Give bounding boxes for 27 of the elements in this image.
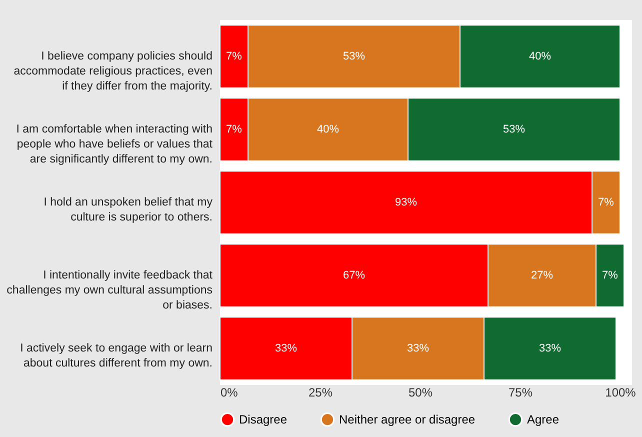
data-label: 7%: [602, 270, 618, 282]
data-label: 53%: [342, 50, 366, 62]
data-label: 7%: [226, 124, 242, 136]
data-label: 33%: [406, 342, 430, 354]
data-label: 7%: [598, 196, 614, 208]
x-tick-label: 75%: [508, 386, 533, 400]
data-label: 53%: [502, 124, 526, 136]
data-label: 93%: [394, 196, 418, 208]
y-tick-label: I am comfortable when interacting with people who have beliefs or values that are significantly different to my own.: [16, 124, 214, 166]
data-label: 33%: [538, 342, 562, 354]
data-label: 7%: [226, 50, 242, 62]
data-label: 67%: [342, 270, 366, 282]
legend-label: Agree: [527, 412, 560, 427]
data-label: 40%: [528, 50, 552, 62]
y-tick-label: I hold an unspoken belief that my culture is superior to others.: [44, 196, 213, 224]
x-tick-label: 100%: [605, 386, 636, 400]
x-tick-label: 50%: [408, 386, 433, 400]
y-tick-label: I actively seek to engage with or learn about cultures different from my own.: [20, 342, 212, 370]
data-label: 40%: [316, 124, 340, 136]
legend-label: Disagree: [239, 412, 288, 427]
data-label: 27%: [530, 270, 554, 282]
legend-label: Neither agree or disagree: [339, 412, 476, 427]
y-tick-label: I believe company policies should accommodate religious practices, even if they differ from the majority.: [14, 50, 212, 92]
y-tick-label: I intentionally invite feedback that challenges my own cultural assumptions or biases.: [6, 270, 214, 312]
data-label: 33%: [274, 342, 298, 354]
x-tick-label: 0%: [220, 386, 238, 400]
x-tick-label: 25%: [308, 386, 333, 400]
